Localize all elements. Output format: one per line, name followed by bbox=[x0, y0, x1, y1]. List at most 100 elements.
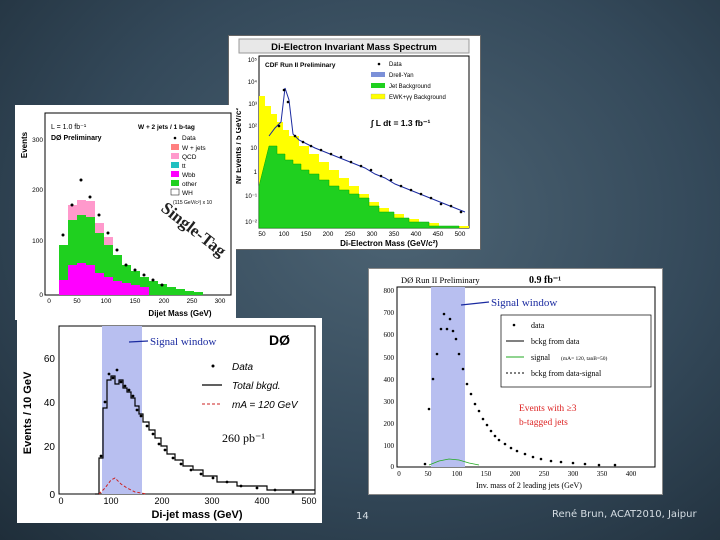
dijet-data-points bbox=[99, 368, 295, 494]
d0-singletag-plot: Events 300 200 100 0 0 50 100 150 200 25… bbox=[15, 105, 236, 320]
dijet-xtick: 400 bbox=[254, 496, 269, 506]
btag-xtick: 0 bbox=[397, 470, 401, 478]
singletag-xtick: 200 bbox=[159, 298, 170, 305]
dijet-ytick: 60 bbox=[44, 354, 56, 365]
dijet-arrow bbox=[128, 340, 149, 343]
btag-xtick: 400 bbox=[626, 470, 637, 478]
cdf-xtick: 100 bbox=[279, 231, 290, 238]
dijet-signal-label: Signal window bbox=[150, 336, 216, 348]
legend-qcd: QCD bbox=[182, 154, 197, 161]
btag-xtick: 250 bbox=[539, 470, 550, 478]
legend-bckg-signal: bckg from data-signal bbox=[531, 369, 602, 378]
d0-singletag-svg: Events 300 200 100 0 0 50 100 150 200 25… bbox=[15, 105, 236, 320]
dijet-ylabel: Events / 10 GeV bbox=[22, 371, 34, 454]
btag-signal-label: Signal window bbox=[491, 297, 557, 309]
dijet-ytick: 0 bbox=[49, 490, 55, 501]
d0-dijet-svg: Events / 10 GeV 60 40 20 0 0 100 200 300… bbox=[17, 318, 322, 523]
btag-xtick: 150 bbox=[481, 470, 492, 478]
btag-ytick: 100 bbox=[384, 442, 395, 450]
cdf-xlabel: Di-Electron Mass (GeV/c²) bbox=[340, 239, 438, 248]
btag-xtick: 100 bbox=[452, 470, 463, 478]
legend-bckg: bckg from data bbox=[531, 337, 580, 346]
dijet-signal-curve bbox=[98, 477, 148, 495]
btag-ytick: 800 bbox=[384, 287, 395, 295]
cdf-legend: Data Drell-Yan Jet Background EWK+γγ Bac… bbox=[370, 62, 446, 101]
legend-total-bkgd: Total bkgd. bbox=[232, 381, 281, 392]
legend-data: Data bbox=[182, 135, 196, 142]
singletag-ytick: 200 bbox=[32, 187, 43, 194]
singletag-ytick: 300 bbox=[32, 137, 43, 144]
btag-arrow bbox=[460, 301, 490, 306]
btag-xtick: 200 bbox=[510, 470, 521, 478]
singletag-ytick: 100 bbox=[32, 238, 43, 245]
legend-data: Data bbox=[232, 362, 254, 373]
cdf-data-points bbox=[277, 88, 463, 214]
btag-xlabel: Inv. mass of 2 leading jets (GeV) bbox=[476, 481, 582, 490]
singletag-selection: W + 2 jets / 1 b-tag bbox=[138, 124, 195, 131]
dijet-ytick: 20 bbox=[44, 442, 56, 453]
legend-mA: mA = 120 GeV bbox=[232, 400, 299, 411]
cdf-ytick: 10⁻² bbox=[245, 220, 257, 226]
singletag-lumi: L = 1.0 fb⁻¹ bbox=[51, 124, 87, 131]
singletag-prelim: DØ Preliminary bbox=[51, 135, 102, 142]
legend-wjets: W + jets bbox=[182, 145, 206, 152]
cdf-ytick: 10 bbox=[250, 146, 257, 152]
btag-lumi: 0.9 fb⁻¹ bbox=[529, 275, 561, 286]
cdf-lumi: ∫ L dt = 1.3 fb⁻¹ bbox=[370, 118, 430, 128]
cdf-dielectron-plot: Di-Electron Invariant Mass Spectrum Nr E… bbox=[228, 35, 481, 250]
cdf-xtick: 300 bbox=[367, 231, 378, 238]
cdf-xtick: 200 bbox=[323, 231, 334, 238]
d0-btag-svg: 800 700 600 500 400 300 200 100 0 0 50 1… bbox=[369, 269, 662, 494]
btag-ytick: 200 bbox=[384, 420, 395, 428]
singletag-legend: Data W + jets QCD tt Wbb other WH (115 G… bbox=[170, 135, 212, 206]
btag-signal-band bbox=[431, 287, 465, 467]
singletag-xtick: 300 bbox=[215, 298, 226, 305]
btag-xtick: 300 bbox=[568, 470, 579, 478]
legend-signal: signal bbox=[531, 353, 551, 362]
d0-btag-plot: 800 700 600 500 400 300 200 100 0 0 50 1… bbox=[368, 268, 663, 495]
legend-data: Data bbox=[389, 62, 402, 68]
singletag-data-points bbox=[61, 178, 164, 287]
singletag-stack bbox=[59, 200, 203, 295]
cdf-xtick: 150 bbox=[301, 231, 312, 238]
legend-data: data bbox=[531, 321, 545, 330]
slide-page-number: 14 bbox=[356, 511, 369, 522]
btag-ytick: 300 bbox=[384, 398, 395, 406]
legend-drell-yan: Drell-Yan bbox=[389, 73, 414, 79]
btag-xtick: 50 bbox=[425, 470, 433, 478]
singletag-xtick: 100 bbox=[101, 298, 112, 305]
dijet-xtick: 0 bbox=[58, 496, 63, 506]
cdf-ylabel: Nr Events / 5 GeV/c² bbox=[234, 108, 243, 184]
dijet-xtick: 300 bbox=[204, 496, 219, 506]
dijet-legend: Data Total bkgd. mA = 120 GeV bbox=[202, 362, 299, 411]
cdf-xtick: 350 bbox=[389, 231, 400, 238]
cdf-ytick: 10⁵ bbox=[248, 57, 258, 64]
singletag-xtick: 150 bbox=[130, 298, 141, 305]
cdf-ytick: 10⁴ bbox=[248, 79, 258, 86]
cdf-xtick: 400 bbox=[411, 231, 422, 238]
cdf-ytick: 10² bbox=[248, 124, 257, 130]
btag-events-label-2: b-tagged jets bbox=[519, 418, 568, 428]
cdf-xtick: 450 bbox=[433, 231, 444, 238]
cdf-prelim: CDF Run II Preliminary bbox=[265, 62, 336, 69]
d0-dijet-plot: Events / 10 GeV 60 40 20 0 0 100 200 300… bbox=[17, 318, 322, 523]
cdf-title: Di-Electron Invariant Mass Spectrum bbox=[271, 42, 437, 53]
btag-ytick: 400 bbox=[384, 376, 395, 384]
dijet-xlabel: Di-jet mass (GeV) bbox=[151, 509, 242, 521]
cdf-xtick: 500 bbox=[455, 231, 466, 238]
legend-tt: tt bbox=[182, 163, 186, 170]
btag-ytick: 600 bbox=[384, 331, 395, 339]
singletag-ylabel: Events bbox=[20, 131, 29, 158]
cdf-ytick: 10⁻¹ bbox=[245, 194, 257, 200]
jet-background-fill bbox=[258, 145, 460, 229]
btag-legend: data bckg from data signal (mA= 120, tan… bbox=[506, 321, 608, 378]
btag-signal-curve bbox=[428, 458, 480, 466]
btag-ytick: 0 bbox=[391, 463, 395, 471]
btag-legend-note: (mA= 120, tanB=50) bbox=[561, 355, 608, 362]
btag-legend-box bbox=[500, 314, 652, 388]
btag-ytick: 500 bbox=[384, 354, 395, 362]
cdf-ytick: 1 bbox=[254, 170, 258, 176]
legend-other: other bbox=[182, 181, 198, 188]
btag-ytick: 700 bbox=[384, 309, 395, 317]
dijet-ytick: 40 bbox=[44, 398, 56, 409]
